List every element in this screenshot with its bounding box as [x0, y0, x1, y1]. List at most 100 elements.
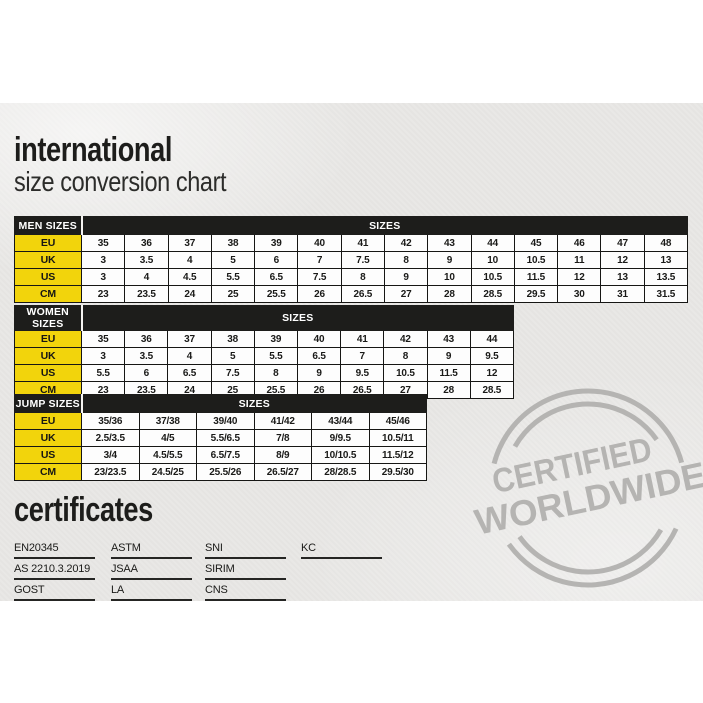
- size-cell: 12: [600, 251, 645, 269]
- certificate-item: GOST: [14, 582, 95, 601]
- size-cell: 48: [643, 234, 689, 252]
- women-row-us: US 5.5 6 6.5 7.5 8 9 9.5 10.5 11.5 12: [14, 364, 515, 382]
- size-cell: 39: [253, 330, 298, 348]
- size-cell: 39: [254, 234, 299, 252]
- page-title: international: [14, 131, 173, 169]
- certificate-item: SNI: [205, 540, 286, 559]
- size-cell: 10.5: [383, 364, 428, 382]
- size-cell: 13.5: [643, 268, 689, 286]
- size-cell: 7/8: [253, 429, 312, 447]
- size-cell: 8: [383, 347, 428, 365]
- size-cell: 28.5: [470, 285, 515, 303]
- size-cell: 28.5: [469, 381, 515, 399]
- size-cell: 23/23.5: [81, 463, 140, 481]
- certificates-list: EN20345 AS 2210.3.2019 GOST ASTM JSAA LA SNI SI…: [14, 540, 414, 603]
- certificate-item: EN20345: [14, 540, 95, 559]
- row-label: CM: [14, 285, 82, 303]
- size-cell: 7: [297, 251, 342, 269]
- size-cell: 25.5: [254, 285, 299, 303]
- row-label: US: [14, 446, 82, 464]
- size-cell: 25: [210, 285, 256, 303]
- size-cell: 10: [427, 268, 472, 286]
- size-cell: 10: [470, 251, 515, 269]
- size-cell: 38: [210, 330, 255, 348]
- size-cell: 10.5/11: [368, 429, 427, 447]
- size-cell: 9: [426, 347, 471, 365]
- women-sizes-table: WOMEN SIZES SIZES EU 35 36 37 38 39 40 41 42 43 44 UK…: [14, 305, 515, 399]
- size-cell: 35: [80, 234, 126, 252]
- certificate-item: SIRIM: [205, 561, 286, 580]
- size-cell: 3.5: [124, 347, 169, 365]
- size-cell: 40: [297, 234, 342, 252]
- certificates-column-4: KC: [301, 540, 386, 561]
- size-cell: 6: [124, 364, 169, 382]
- size-cell: 24: [167, 285, 212, 303]
- jump-sizes-table: JUMP SIZES SIZES EU 35/36 37/38 39/40 41/42 43/…: [14, 394, 427, 481]
- row-label: UK: [14, 251, 82, 269]
- certified-worldwide-stamp: CERTIFIED WORLDWIDE: [471, 388, 703, 588]
- size-cell: 6.5/7.5: [196, 446, 255, 464]
- certificate-item: LA: [111, 582, 192, 601]
- row-label: US: [14, 364, 82, 382]
- size-cell: 5.5/6.5: [196, 429, 255, 447]
- row-label: US: [14, 268, 82, 286]
- size-cell: 12: [557, 268, 602, 286]
- size-cell: 37: [167, 234, 212, 252]
- size-cell: 46: [557, 234, 602, 252]
- size-cell: 25.5/26: [196, 463, 255, 481]
- size-cell: 8: [340, 268, 385, 286]
- size-cell: 3: [80, 347, 126, 365]
- size-cell: 4/5: [138, 429, 197, 447]
- size-cell: 5.5: [253, 347, 298, 365]
- size-cell: 42: [383, 330, 428, 348]
- size-cell: 6.5: [296, 347, 342, 365]
- size-cell: 9/9.5: [311, 429, 370, 447]
- jump-row-us: US 3/4 4.5/5.5 6.5/7.5 8/9 10/10.5 11.5/12: [14, 446, 427, 464]
- size-cell: 10.5: [470, 268, 515, 286]
- size-cell: 43: [427, 234, 472, 252]
- row-label: UK: [14, 347, 82, 365]
- women-row-uk: UK 3 3.5 4 5 5.5 6.5 7 8 9 9.5: [14, 347, 515, 365]
- size-cell: 35: [80, 330, 126, 348]
- size-cell: 41/42: [253, 412, 312, 430]
- size-cell: 31: [600, 285, 645, 303]
- size-cell: 23.5: [124, 285, 169, 303]
- size-cell: 45: [513, 234, 559, 252]
- size-cell: 29.5: [513, 285, 559, 303]
- size-cell: 47: [600, 234, 645, 252]
- size-cell: 30: [557, 285, 602, 303]
- size-cell: 27: [383, 285, 429, 303]
- size-cell: 5.5: [210, 268, 256, 286]
- jump-row-eu: EU 35/36 37/38 39/40 41/42 43/44 45/46: [14, 412, 427, 430]
- size-cell: 4: [124, 268, 169, 286]
- men-row-us: US 3 4 4.5 5.5 6.5 7.5 8 9 10 10.5 11.5 12 13 13.5: [14, 268, 689, 286]
- size-cell: 39/40: [196, 412, 255, 430]
- stamp-inner-arc: [501, 401, 675, 575]
- certificate-item: JSAA: [111, 561, 192, 580]
- size-cell: 28: [426, 381, 471, 399]
- size-cell: 8: [383, 251, 429, 269]
- jump-sizes-header: SIZES: [80, 394, 427, 413]
- size-cell: 38: [210, 234, 256, 252]
- size-cell: 4: [167, 347, 212, 365]
- size-cell: 6.5: [167, 364, 212, 382]
- size-cell: 5: [210, 251, 256, 269]
- size-cell: 28/28.5: [311, 463, 370, 481]
- size-cell: 35/36: [81, 412, 140, 430]
- size-cell: 6: [254, 251, 299, 269]
- men-table-label: MEN SIZES: [14, 216, 82, 235]
- size-cell: 41: [340, 330, 385, 348]
- size-cell: 7.5: [210, 364, 255, 382]
- size-cell: 37: [167, 330, 212, 348]
- men-sizes-header: SIZES: [80, 216, 688, 235]
- men-row-eu: EU 35 36 37 38 39 40 41 42 43 44 45 46 47 48: [14, 234, 689, 252]
- men-row-cm: CM 23 23.5 24 25 25.5 26 26.5 27 28 28.5 29.5 30 31 31…: [14, 285, 689, 303]
- women-sizes-header: SIZES: [80, 305, 514, 331]
- size-cell: 41: [340, 234, 385, 252]
- size-cell: 3: [80, 268, 126, 286]
- certificate-item: ASTM: [111, 540, 192, 559]
- size-cell: 10/10.5: [311, 446, 370, 464]
- certificates-column-2: ASTM JSAA LA: [111, 540, 196, 603]
- size-cell: 36: [124, 330, 169, 348]
